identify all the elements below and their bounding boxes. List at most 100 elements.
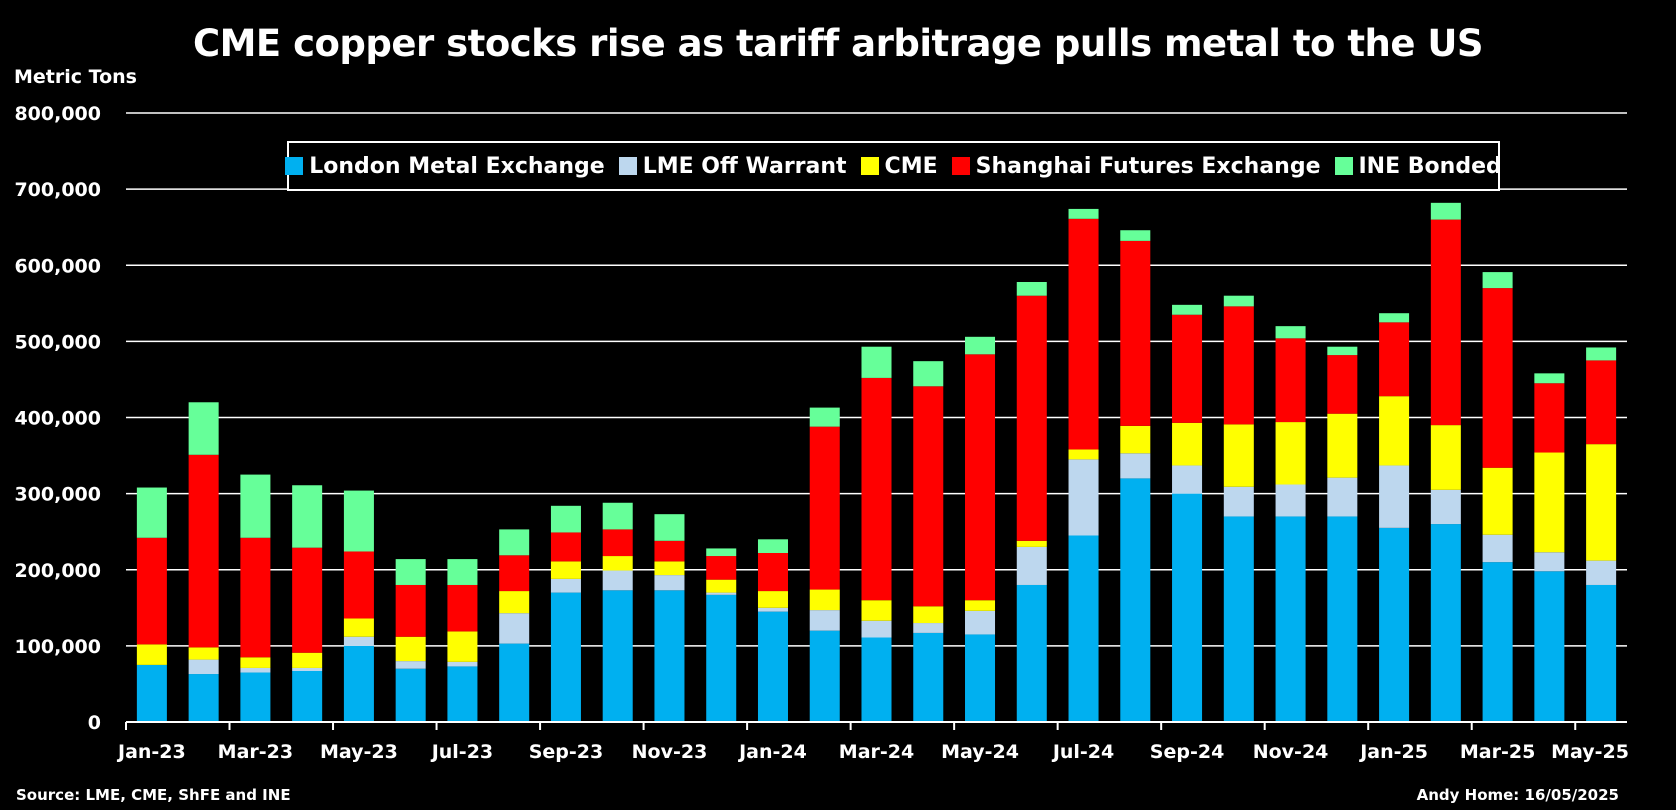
bar-segment [499, 555, 530, 592]
bar-segment [654, 575, 685, 591]
bar-segment [1586, 584, 1617, 722]
bar-segment [1016, 584, 1047, 722]
bar-segment [1534, 383, 1565, 453]
bar-segment [757, 539, 788, 554]
legend-label: LME Off Warrant [642, 153, 847, 179]
bar-segment [499, 591, 530, 614]
bar-segment [861, 637, 892, 722]
bar-segment [1223, 424, 1254, 487]
bar-segment [1172, 422, 1203, 466]
bar-segment [1120, 425, 1151, 454]
bar-segment [1120, 240, 1151, 426]
bar-segment [188, 647, 219, 660]
bar-segment [1379, 396, 1410, 466]
legend-entry: Shanghai Futures Exchange [951, 154, 1321, 179]
bar-segment [188, 674, 219, 722]
bar-segment [965, 354, 996, 601]
bar-segment [965, 634, 996, 722]
bar-segment [1534, 373, 1565, 384]
y-tick-label: 0 [88, 712, 101, 734]
bar-segment [757, 611, 788, 722]
bar-segment [1120, 478, 1151, 722]
bar-segment [602, 502, 633, 530]
bar-segment [757, 607, 788, 612]
bar-segment [1430, 425, 1461, 490]
bar-segment [861, 620, 892, 638]
bar-segment [602, 590, 633, 722]
bar-segment [1275, 422, 1306, 485]
legend-label: CME [884, 153, 938, 179]
bar-segment [343, 618, 374, 637]
x-tick-label: Sep-24 [1150, 741, 1225, 763]
bar-segment [1379, 322, 1410, 397]
bar-segment [343, 645, 374, 722]
bar-segment [1482, 288, 1513, 468]
y-tick-label: 800,000 [14, 103, 101, 125]
bar-segment [1534, 552, 1565, 572]
bar-segment [602, 570, 633, 591]
bar-segment [809, 426, 840, 590]
bar-segment [965, 610, 996, 635]
bar-segment [1586, 444, 1617, 561]
source-note: Source: LME, CME, ShFE and INE [16, 786, 291, 804]
bar-segment [1223, 486, 1254, 517]
bar-segment [136, 537, 167, 645]
bar-segment [447, 631, 478, 662]
bar-segment [1327, 477, 1358, 517]
bar-segment [395, 661, 426, 669]
bar-segment [1379, 465, 1410, 528]
bar-segment [965, 336, 996, 355]
bar-segment [1172, 465, 1203, 494]
bar-segment [1172, 304, 1203, 315]
bar-segment [1430, 524, 1461, 722]
bar-segment [1586, 360, 1617, 445]
bar-segment [240, 667, 271, 673]
bar-segment [1016, 281, 1047, 296]
legend-label: INE Bonded [1358, 153, 1502, 179]
bar-segment [136, 644, 167, 665]
bar-segment [706, 548, 737, 557]
bar-segment [1379, 527, 1410, 722]
bar-segment [861, 377, 892, 601]
bar-segment [861, 346, 892, 378]
legend-swatch [1334, 157, 1353, 175]
legend-entry: London Metal Exchange [285, 154, 605, 179]
bar-segment [1016, 295, 1047, 541]
bar-segment [1586, 347, 1617, 361]
x-tick-label: Mar-24 [839, 741, 914, 763]
bar-segment [1275, 338, 1306, 423]
bar-segment [1379, 313, 1410, 323]
y-tick-label: 700,000 [14, 179, 101, 201]
bar-segment [136, 487, 167, 538]
bar-segment [1120, 230, 1151, 241]
x-tick-label: Jul-24 [1051, 741, 1114, 763]
bar-segment [1275, 326, 1306, 339]
bar-segment [965, 600, 996, 611]
bar-segment [395, 584, 426, 637]
y-tick-label: 300,000 [14, 484, 101, 506]
bar-segment [1223, 516, 1254, 722]
bar-segment [240, 657, 271, 668]
bar-segment [1068, 449, 1099, 460]
bar-segment [602, 529, 633, 557]
bar-segment [1172, 493, 1203, 722]
bar-segment [550, 561, 581, 579]
y-tick-label: 500,000 [14, 331, 101, 353]
bar-segment [1068, 208, 1099, 219]
y-tick-label: 600,000 [14, 255, 101, 277]
bar-segment [188, 402, 219, 455]
bar-segment [343, 551, 374, 619]
y-tick-label: 400,000 [14, 408, 101, 430]
bar-segment [447, 584, 478, 632]
bar-segment [861, 600, 892, 621]
x-tick-label: May-23 [320, 741, 398, 763]
legend-swatch [860, 157, 879, 175]
author-note: Andy Home: 16/05/2025 [1416, 786, 1619, 804]
bar-segment [913, 632, 944, 722]
bar-segment [499, 529, 530, 556]
bar-segment [447, 559, 478, 585]
legend-swatch [618, 157, 637, 175]
bar-segment [913, 361, 944, 387]
bar-segment [809, 630, 840, 722]
